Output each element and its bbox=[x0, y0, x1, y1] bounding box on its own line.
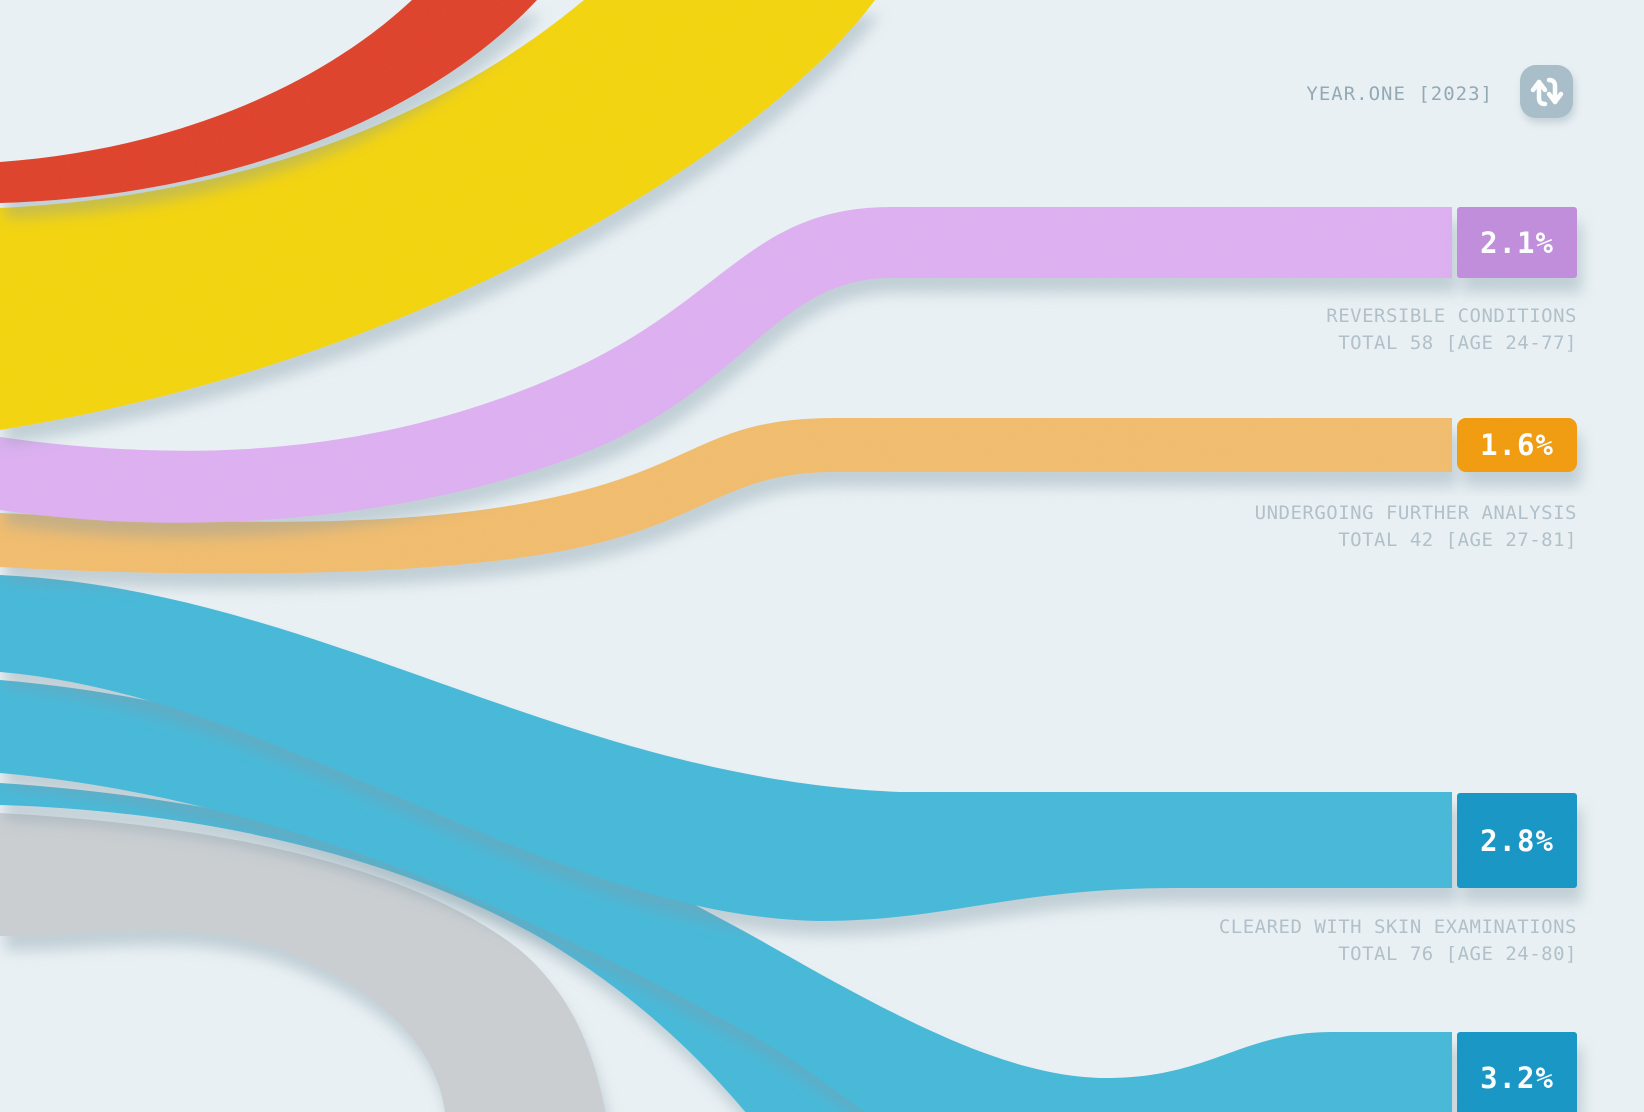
label-cleared-with-skin-examinations-line1: CLEARED WITH SKIN EXAMINATIONS bbox=[1219, 916, 1577, 938]
label-undergoing-further-analysis-line2: TOTAL 42 [AGE 27-81] bbox=[1338, 529, 1577, 551]
swap-vertical-button[interactable] bbox=[1520, 65, 1573, 118]
label-reversible-conditions-line1: REVERSIBLE CONDITIONS bbox=[1326, 305, 1577, 327]
label-reversible-conditions-line2: TOTAL 58 [AGE 24-77] bbox=[1338, 332, 1577, 354]
label-undergoing-further-analysis-line1: UNDERGOING FURTHER ANALYSIS bbox=[1255, 502, 1577, 524]
node-value-undergoing-further-analysis: 1.6% bbox=[1480, 428, 1554, 462]
label-cleared-with-skin-examinations-line2: TOTAL 76 [AGE 24-80] bbox=[1338, 943, 1577, 965]
node-value-cleared-with-skin-examinations: 2.8% bbox=[1480, 824, 1554, 858]
node-value-reversible-conditions: 2.1% bbox=[1480, 226, 1554, 260]
page-title: YEAR.ONE [2023] bbox=[1306, 83, 1493, 105]
node-value-partial-bottom: 3.2% bbox=[1480, 1061, 1554, 1095]
